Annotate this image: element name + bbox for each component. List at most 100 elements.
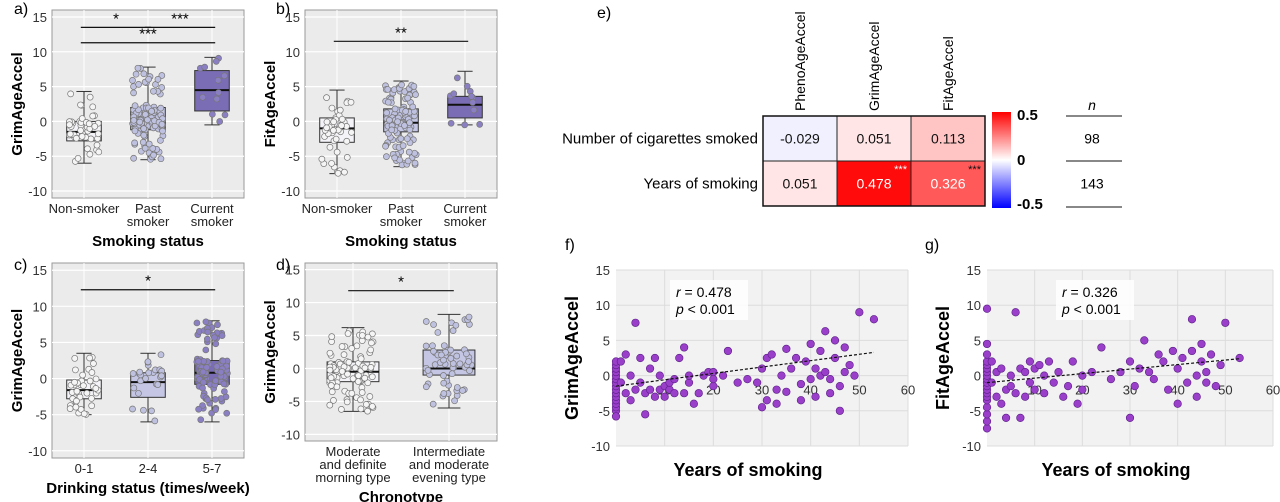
data-point bbox=[333, 383, 341, 391]
data-point bbox=[212, 58, 220, 65]
data-point bbox=[74, 154, 82, 162]
trend-line bbox=[986, 358, 1240, 384]
data-point bbox=[1202, 378, 1211, 387]
data-point bbox=[357, 355, 365, 363]
data-point bbox=[636, 378, 645, 387]
color-scale-tick: 0.5 bbox=[1017, 107, 1038, 124]
data-point bbox=[402, 108, 409, 115]
data-point bbox=[391, 154, 399, 162]
data-point bbox=[86, 377, 94, 385]
data-point bbox=[1049, 378, 1058, 387]
data-point bbox=[150, 87, 157, 95]
data-point bbox=[811, 392, 820, 401]
data-point bbox=[221, 111, 229, 119]
data-point bbox=[461, 121, 469, 129]
data-point bbox=[1006, 382, 1015, 391]
data-point bbox=[982, 424, 992, 433]
data-point bbox=[136, 118, 144, 126]
y-tick-label: 10 bbox=[286, 296, 300, 311]
significance-label: * bbox=[398, 274, 404, 291]
data-point bbox=[1025, 357, 1034, 366]
heatmap-cell bbox=[762, 115, 838, 162]
x-axis-title: Smoking status bbox=[345, 233, 457, 250]
data-point bbox=[470, 106, 478, 114]
heatmap-cell-value: 0.326 bbox=[930, 176, 965, 192]
data-point bbox=[767, 350, 776, 359]
r-symbol: r bbox=[676, 284, 682, 300]
data-point bbox=[349, 375, 357, 383]
data-point bbox=[80, 382, 87, 390]
data-point bbox=[94, 130, 102, 138]
data-point bbox=[130, 154, 137, 162]
data-point bbox=[85, 120, 93, 128]
data-point bbox=[328, 388, 336, 396]
data-point bbox=[204, 328, 212, 336]
data-point bbox=[397, 135, 405, 142]
data-point bbox=[631, 385, 640, 394]
data-point bbox=[1073, 399, 1082, 408]
data-point bbox=[353, 342, 361, 350]
data-point bbox=[134, 64, 142, 72]
y-tick-label: 15 bbox=[286, 263, 300, 278]
data-point bbox=[982, 417, 992, 426]
data-point bbox=[364, 379, 372, 387]
data-point bbox=[806, 339, 815, 349]
data-point bbox=[1016, 413, 1025, 422]
significance-label: *** bbox=[139, 26, 157, 43]
heatmap-cell-value: 0.051 bbox=[856, 131, 891, 147]
x-tick-label: and moderate bbox=[409, 457, 489, 472]
heatmap-cell-value: 0.051 bbox=[782, 176, 817, 192]
data-point bbox=[78, 115, 86, 122]
y-tick-label: 10 bbox=[286, 45, 300, 60]
box-3 bbox=[193, 318, 231, 424]
data-point bbox=[338, 367, 346, 375]
y-tick-label: 5 bbox=[974, 333, 981, 348]
data-point bbox=[456, 360, 464, 368]
data-point bbox=[1211, 382, 1220, 391]
box-iqr bbox=[447, 95, 483, 119]
data-point bbox=[430, 347, 437, 355]
y-tick-label: 5 bbox=[40, 80, 47, 95]
data-point bbox=[357, 396, 364, 404]
y-tick-label: 0 bbox=[974, 369, 981, 384]
data-point bbox=[694, 389, 703, 398]
data-point bbox=[476, 121, 484, 128]
data-point bbox=[1178, 353, 1187, 363]
data-point bbox=[453, 74, 461, 82]
data-point bbox=[145, 140, 153, 148]
data-point bbox=[214, 76, 222, 84]
data-point bbox=[762, 396, 771, 405]
y-axis-title: FitAgeAccel bbox=[933, 306, 953, 410]
data-point bbox=[323, 94, 330, 101]
data-point bbox=[330, 118, 338, 126]
data-point bbox=[91, 123, 99, 130]
data-point bbox=[422, 342, 430, 350]
data-point bbox=[403, 135, 411, 143]
r-value: = 0.478 bbox=[681, 284, 732, 300]
data-point bbox=[453, 384, 461, 391]
data-point bbox=[448, 370, 456, 378]
data-point bbox=[791, 353, 801, 363]
y-tick-label: -5 bbox=[35, 408, 47, 423]
data-point bbox=[806, 375, 815, 384]
data-point bbox=[1173, 364, 1182, 373]
data-point bbox=[213, 95, 221, 103]
data-point bbox=[140, 70, 148, 78]
data-point bbox=[440, 379, 448, 387]
y-tick-label: 0 bbox=[293, 114, 300, 129]
data-point bbox=[323, 118, 331, 126]
data-point bbox=[154, 76, 162, 83]
data-point bbox=[1154, 350, 1163, 359]
data-point bbox=[89, 103, 97, 111]
y-tick-label: -10 bbox=[962, 439, 981, 454]
data-point bbox=[140, 125, 148, 132]
data-point bbox=[1173, 399, 1182, 408]
data-point bbox=[386, 116, 393, 124]
data-point bbox=[840, 367, 849, 377]
x-tick-label: Moderate bbox=[326, 444, 381, 459]
p-value: < 0.001 bbox=[1070, 301, 1121, 317]
y-tick-label: 10 bbox=[33, 45, 47, 60]
data-point bbox=[404, 157, 412, 165]
